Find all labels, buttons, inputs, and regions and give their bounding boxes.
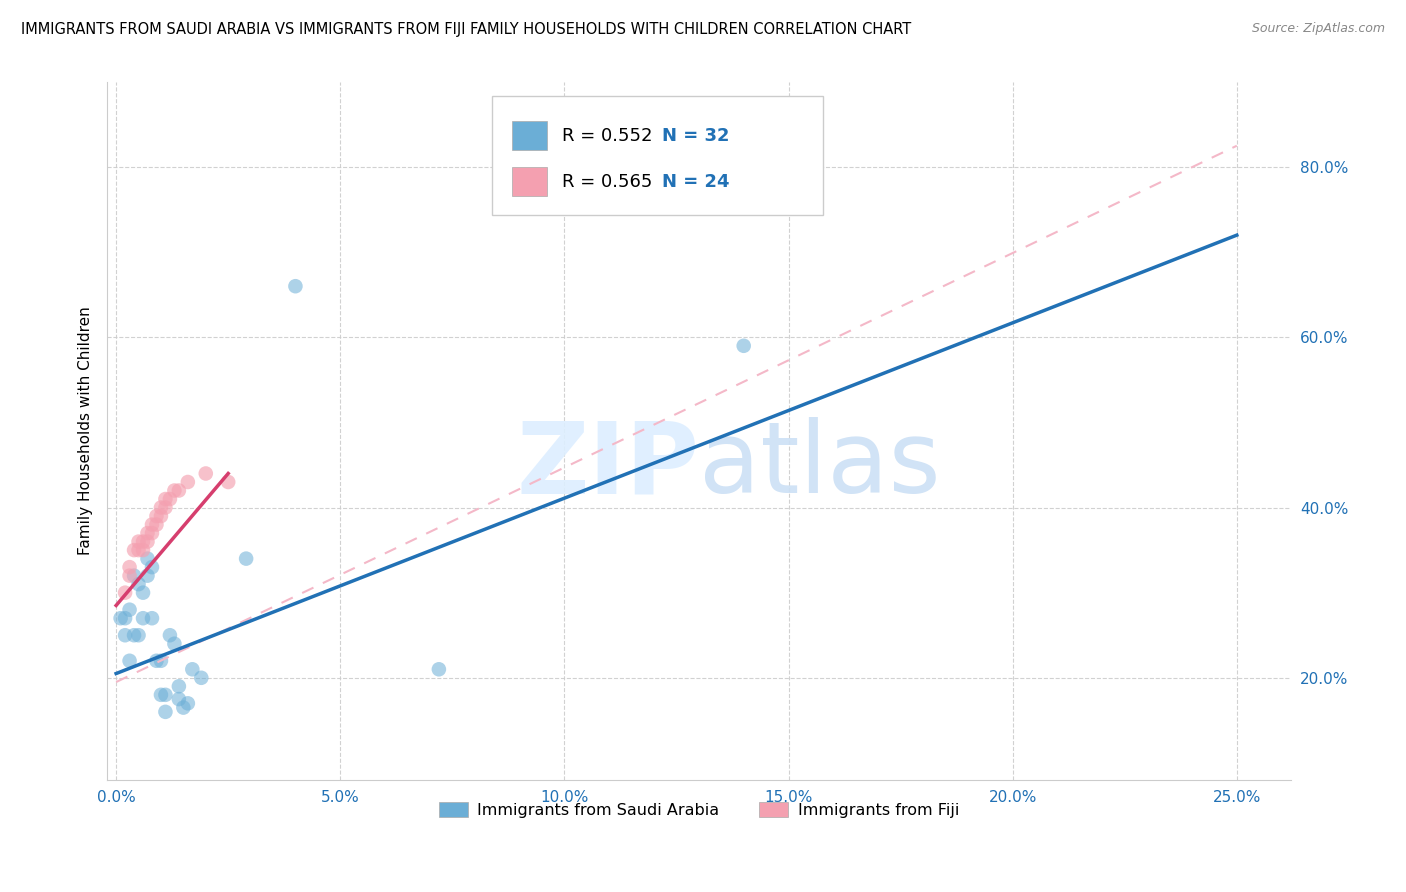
- Point: [132, 611, 155, 625]
- Point: [284, 279, 307, 293]
- Point: [172, 700, 194, 714]
- Point: [167, 692, 190, 706]
- FancyBboxPatch shape: [512, 167, 547, 196]
- Point: [149, 688, 172, 702]
- Point: [128, 543, 150, 558]
- Point: [136, 526, 159, 541]
- Point: [145, 517, 167, 532]
- Point: [427, 662, 450, 676]
- Point: [194, 467, 217, 481]
- Text: atlas: atlas: [699, 417, 941, 515]
- Point: [149, 500, 172, 515]
- Point: [217, 475, 239, 489]
- Point: [235, 551, 257, 566]
- Point: [163, 483, 186, 498]
- Point: [141, 560, 163, 574]
- Point: [159, 628, 181, 642]
- Point: [132, 585, 155, 599]
- Point: [114, 611, 136, 625]
- Text: N = 32: N = 32: [662, 127, 730, 145]
- Point: [122, 568, 145, 582]
- Point: [128, 577, 150, 591]
- Text: Source: ZipAtlas.com: Source: ZipAtlas.com: [1251, 22, 1385, 36]
- Point: [141, 611, 163, 625]
- Point: [190, 671, 212, 685]
- FancyBboxPatch shape: [492, 95, 823, 215]
- Point: [167, 679, 190, 693]
- Point: [114, 585, 136, 599]
- Point: [159, 491, 181, 506]
- Point: [149, 509, 172, 524]
- Point: [136, 568, 159, 582]
- Point: [155, 688, 177, 702]
- Text: R = 0.565: R = 0.565: [561, 173, 652, 191]
- Point: [132, 534, 155, 549]
- Point: [141, 517, 163, 532]
- Point: [145, 654, 167, 668]
- Point: [155, 491, 177, 506]
- Point: [128, 534, 150, 549]
- Text: IMMIGRANTS FROM SAUDI ARABIA VS IMMIGRANTS FROM FIJI FAMILY HOUSEHOLDS WITH CHIL: IMMIGRANTS FROM SAUDI ARABIA VS IMMIGRAN…: [21, 22, 911, 37]
- Point: [733, 339, 755, 353]
- Point: [136, 551, 159, 566]
- Text: R = 0.552: R = 0.552: [561, 127, 652, 145]
- Point: [136, 534, 159, 549]
- Point: [177, 696, 200, 710]
- Point: [163, 637, 186, 651]
- Point: [132, 543, 155, 558]
- Point: [118, 654, 141, 668]
- FancyBboxPatch shape: [512, 121, 547, 151]
- Y-axis label: Family Households with Children: Family Households with Children: [79, 307, 93, 556]
- Point: [155, 500, 177, 515]
- Point: [149, 654, 172, 668]
- Point: [177, 475, 200, 489]
- Legend: Immigrants from Saudi Arabia, Immigrants from Fiji: Immigrants from Saudi Arabia, Immigrants…: [433, 796, 966, 824]
- Text: ZIP: ZIP: [516, 417, 699, 515]
- Point: [181, 662, 204, 676]
- Point: [167, 483, 190, 498]
- Point: [122, 543, 145, 558]
- Point: [141, 526, 163, 541]
- Point: [118, 560, 141, 574]
- Point: [118, 603, 141, 617]
- Point: [128, 628, 150, 642]
- Point: [145, 509, 167, 524]
- Point: [122, 628, 145, 642]
- Point: [155, 705, 177, 719]
- Point: [114, 628, 136, 642]
- Point: [110, 611, 132, 625]
- Text: N = 24: N = 24: [662, 173, 730, 191]
- Point: [118, 568, 141, 582]
